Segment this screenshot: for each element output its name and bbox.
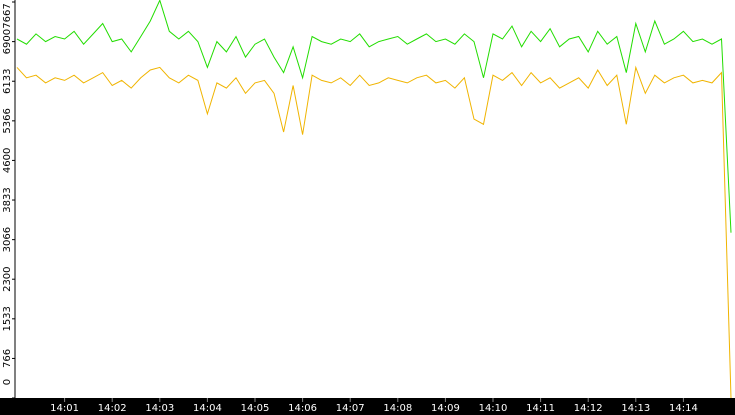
y-tick-label: 0 [2, 379, 13, 385]
y-tick-label: 6133 [2, 69, 13, 94]
x-tick-label: 14:06 [288, 403, 317, 414]
y-tick-label: 1533 [2, 306, 13, 331]
x-axis-bar [0, 398, 735, 415]
series-line [16, 65, 732, 399]
y-tick-label: 3833 [2, 187, 13, 212]
x-tick-label: 14:10 [479, 403, 508, 414]
series-line [16, 0, 732, 233]
y-tick-label: 2300 [2, 266, 13, 291]
x-tick-label: 14:11 [526, 403, 555, 414]
y-tick-label: 3066 [2, 227, 13, 252]
x-tick-label: 14:09 [431, 403, 460, 414]
x-tick-label: 14:07 [336, 403, 365, 414]
y-tick-label: 766 [2, 349, 13, 368]
x-tick-label: 14:08 [383, 403, 412, 414]
y-tick-label: 5366 [2, 108, 13, 133]
x-tick-label: 14:05 [241, 403, 270, 414]
x-tick-label: 14:12 [574, 403, 603, 414]
x-tick-label: 14:01 [50, 403, 79, 414]
y-tick-label: 6900 [2, 29, 13, 54]
y-tick-label: 7667 [2, 3, 13, 28]
y-tick-label: 4600 [2, 148, 13, 173]
x-tick-label: 14:03 [145, 403, 174, 414]
x-tick-label: 14:13 [621, 403, 650, 414]
x-tick-label: 14:14 [669, 403, 698, 414]
x-tick-label: 14:04 [193, 403, 222, 414]
x-tick-label: 14:02 [98, 403, 127, 414]
